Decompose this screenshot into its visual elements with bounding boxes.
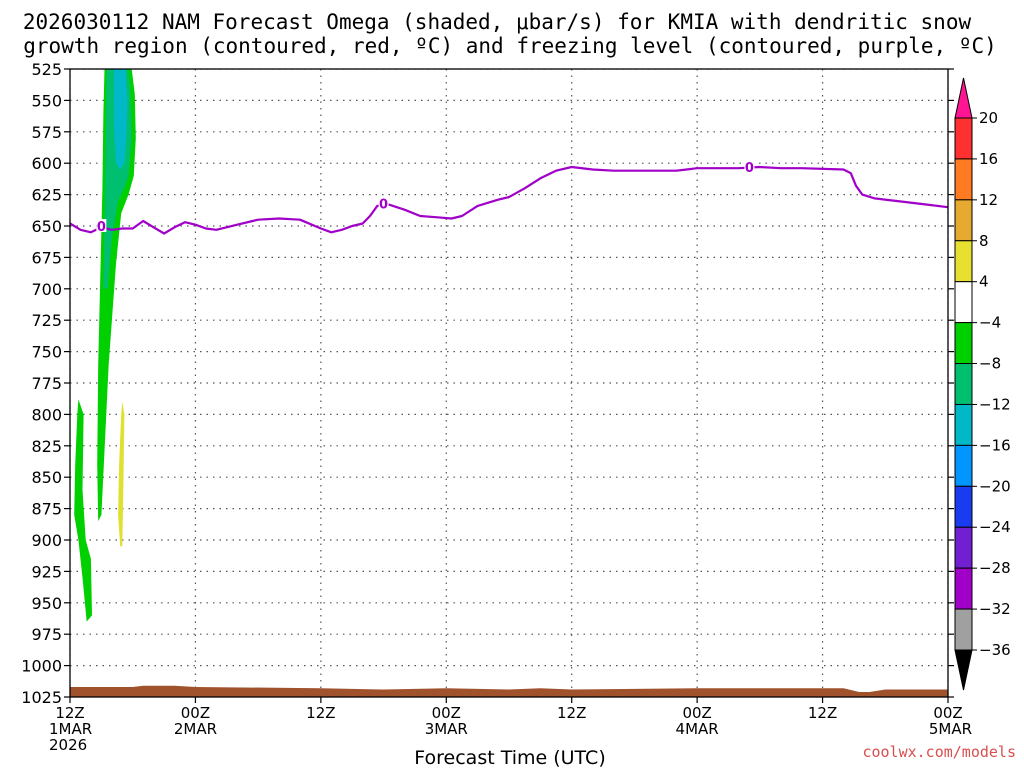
colorbar-label-12: −32: [979, 600, 1011, 618]
colorbar-label-3: 8: [979, 232, 989, 250]
y-tick-label-950: 950: [31, 594, 62, 613]
omega-shade-2: [113, 69, 128, 170]
y-tick-label-975: 975: [31, 625, 62, 644]
plot-area: 0 0 0: [69, 68, 949, 698]
x-tick-label-24-0: 12Z: [306, 704, 335, 722]
plot-inner: 0 0 0: [70, 69, 948, 697]
x-tick-label-36-1: 3MAR: [425, 720, 468, 738]
chart-title: 2026030112 NAM Forecast Omega (shaded, μ…: [23, 10, 997, 58]
y-tick-label-925: 925: [31, 562, 62, 581]
omega-shade-4: [118, 401, 125, 547]
colorbar-label-0: 20: [979, 109, 998, 127]
x-tick-label-0-0: 12Z: [55, 704, 84, 722]
contour-label-bg-1: [378, 196, 389, 210]
colorbar-box-4: [954, 281, 973, 324]
x-tick-label-84-1: 5MAR: [929, 720, 972, 738]
colorbar-box-8: [954, 444, 973, 487]
y-tick-label-600: 600: [31, 154, 62, 173]
colorbar-box-10: [954, 526, 973, 569]
x-tick-label-48-0: 12Z: [557, 704, 586, 722]
y-tick-label-575: 575: [31, 123, 62, 142]
omega-shade-3: [74, 399, 92, 622]
x-tick-label-12-0: 00Z: [181, 704, 210, 722]
colorbar-box-11: [954, 567, 973, 610]
colorbar-box-9: [954, 485, 973, 528]
x-tick-label-12-1: 2MAR: [174, 720, 217, 738]
x-tick-label-0-1: 1MAR: [49, 720, 92, 738]
y-tick-label-700: 700: [31, 280, 62, 299]
x-tick-label-60-0: 00Z: [682, 704, 711, 722]
y-tick-label-825: 825: [31, 437, 62, 456]
colorbar-label-1: 16: [979, 150, 998, 168]
x-tick-label-36-0: 00Z: [432, 704, 461, 722]
y-tick-label-800: 800: [31, 405, 62, 424]
x-axis-label: Forecast Time (UTC): [414, 747, 605, 768]
x-tick-label-0-2: 2026: [49, 736, 87, 754]
colorbar-box-6: [954, 363, 973, 405]
y-tick-label-550: 550: [31, 91, 62, 110]
y-tick-label-850: 850: [31, 468, 62, 487]
colorbar-box-2: [954, 199, 973, 242]
colorbar-bottom-arrow: [954, 649, 973, 691]
colorbar-box-5: [954, 322, 973, 365]
y-tick-label-675: 675: [31, 248, 62, 267]
colorbar-box-1: [954, 158, 973, 201]
colorbar-label-11: −28: [979, 559, 1011, 577]
colorbar-label-7: −12: [979, 395, 1011, 413]
y-tick-label-525: 525: [31, 60, 62, 79]
y-tick-label-875: 875: [31, 500, 62, 519]
contour-label-bg-0: [96, 219, 107, 232]
colorbar-label-2: 12: [979, 191, 998, 209]
colorbar: 20 16 12 8 4 −4 −8 −12 −16 −20 −24 −28 −32 −36: [954, 77, 1011, 691]
y-axis-ticks: 525 550 575 600 625 650 675 700 725 750 775 800 825 8…: [21, 60, 954, 707]
colorbar-box-7: [954, 403, 973, 446]
y-tick-label-1000: 1000: [21, 657, 62, 676]
contour-label-bg-2: [744, 159, 755, 173]
colorbar-label-4: 4: [979, 273, 989, 291]
contour-label-0: 0: [97, 220, 106, 235]
x-tick-label-84-0: 00Z: [933, 704, 962, 722]
colorbar-label-10: −24: [979, 518, 1011, 536]
colorbar-label-6: −8: [979, 355, 1001, 373]
x-tick-label-60-1: 4MAR: [676, 720, 719, 738]
contour-label-1: 0: [379, 197, 388, 212]
y-tick-label-1025: 1025: [21, 688, 62, 707]
y-tick-label-625: 625: [31, 186, 62, 205]
colorbar-label-9: −20: [979, 477, 1011, 495]
x-tick-label-72-0: 12Z: [808, 704, 837, 722]
title-line-2: growth region (contoured, red, ºC) and f…: [23, 34, 997, 58]
colorbar-label-8: −16: [979, 436, 1011, 454]
y-tick-label-650: 650: [31, 217, 62, 236]
colorbar-top-arrow: [954, 77, 973, 119]
colorbar-label-13: −36: [979, 641, 1011, 659]
title-line-1: 2026030112 NAM Forecast Omega (shaded, μ…: [23, 10, 972, 34]
plot-frame: [69, 68, 949, 698]
colorbar-box-3: [954, 240, 973, 283]
y-tick-label-900: 900: [31, 531, 62, 550]
y-tick-label-750: 750: [31, 343, 62, 362]
colorbar-label-5: −4: [979, 314, 1001, 332]
contour-label-2: 0: [745, 161, 754, 176]
y-tick-label-725: 725: [31, 311, 62, 330]
colorbar-box-12: [954, 608, 973, 651]
colorbar-box-0: [954, 117, 973, 160]
freezing-level-line: [70, 165, 948, 235]
y-tick-label-775: 775: [31, 374, 62, 393]
site-credit[interactable]: coolwx.com/models: [862, 743, 1016, 761]
terrain-fill: [70, 685, 948, 697]
